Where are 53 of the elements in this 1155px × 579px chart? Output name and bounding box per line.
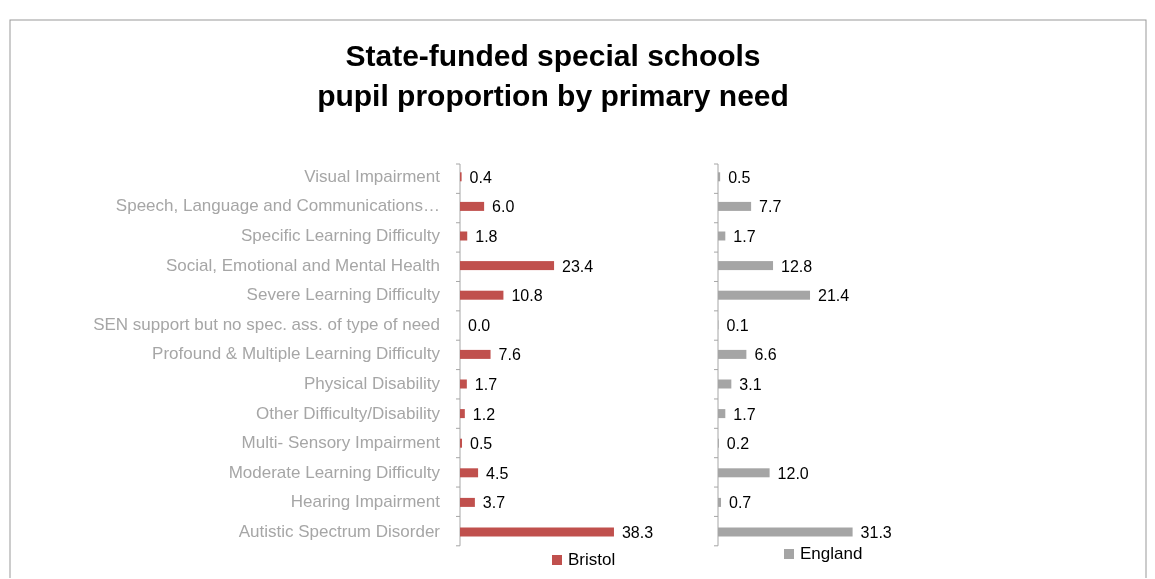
data-label: 38.3 [621, 524, 654, 541]
data-label: 0.4 [469, 168, 492, 186]
legend-label: Bristol [568, 550, 616, 569]
bar [460, 201, 485, 211]
data-label: 12.8 [781, 257, 813, 275]
legend-label: England [800, 544, 863, 563]
data-label: 1.7 [474, 376, 498, 393]
y-tick-label: Severe Learning Difficulty [246, 285, 441, 305]
data-label: 21.4 [818, 287, 850, 305]
data-label: 4.5 [486, 464, 509, 482]
y-tick-label: Autistic Spectrum Disorder [238, 522, 441, 541]
data-label: 0.5 [470, 435, 493, 453]
data-label: 6.6 [754, 346, 777, 364]
y-tick-label: Social, Emotional and Mental Health [165, 255, 440, 275]
y-tick-label: SEN support but no spec. ass. of type of need [93, 314, 440, 334]
y-tick-label: Speech, Language and Communications… [115, 196, 440, 216]
y-tick-label: Physical Disability [303, 374, 441, 393]
bar [460, 290, 504, 300]
data-label: 23.4 [562, 257, 594, 275]
y-tick-label: Other Difficulty/Disability [256, 403, 441, 423]
bar [460, 527, 614, 537]
data-label: 7.7 [759, 198, 782, 216]
y-tick-label: Multi- Sensory Impairment [241, 433, 441, 453]
data-label: 10.8 [511, 287, 543, 305]
data-label: 7.6 [498, 346, 521, 364]
bar [460, 231, 468, 241]
bar [460, 409, 465, 419]
chart-title: State-funded special schools pupil proportion by primary need [317, 39, 789, 112]
data-label: 3.1 [739, 376, 762, 393]
bar [460, 349, 491, 359]
data-label: 1.2 [472, 405, 496, 423]
bar [460, 379, 467, 389]
y-tick-label: Specific Learning Difficulty [240, 226, 441, 245]
bar [460, 497, 475, 507]
data-label: 12.0 [777, 464, 809, 482]
y-tick-label: Hearing Impairment [290, 492, 441, 512]
data-label: 0.0 [468, 316, 491, 334]
data-label: 1.7 [733, 405, 756, 423]
data-label: 0.7 [729, 494, 752, 512]
data-label: 0.1 [726, 316, 749, 334]
bar [460, 438, 463, 448]
data-label: 1.7 [733, 228, 756, 245]
bar [460, 468, 479, 478]
data-label: 0.2 [726, 435, 750, 453]
bar [460, 261, 555, 271]
data-label: 1.8 [475, 228, 498, 245]
data-label: 0.5 [728, 168, 751, 186]
data-label: 6.0 [492, 198, 515, 216]
y-tick-label: Moderate Learning Difficulty [228, 462, 441, 482]
data-label: 31.3 [860, 524, 892, 541]
y-tick-label: Visual Impairment [304, 166, 441, 186]
y-tick-label: Profound & Multiple Learning Difficulty [152, 344, 441, 364]
data-label: 3.7 [482, 494, 506, 512]
